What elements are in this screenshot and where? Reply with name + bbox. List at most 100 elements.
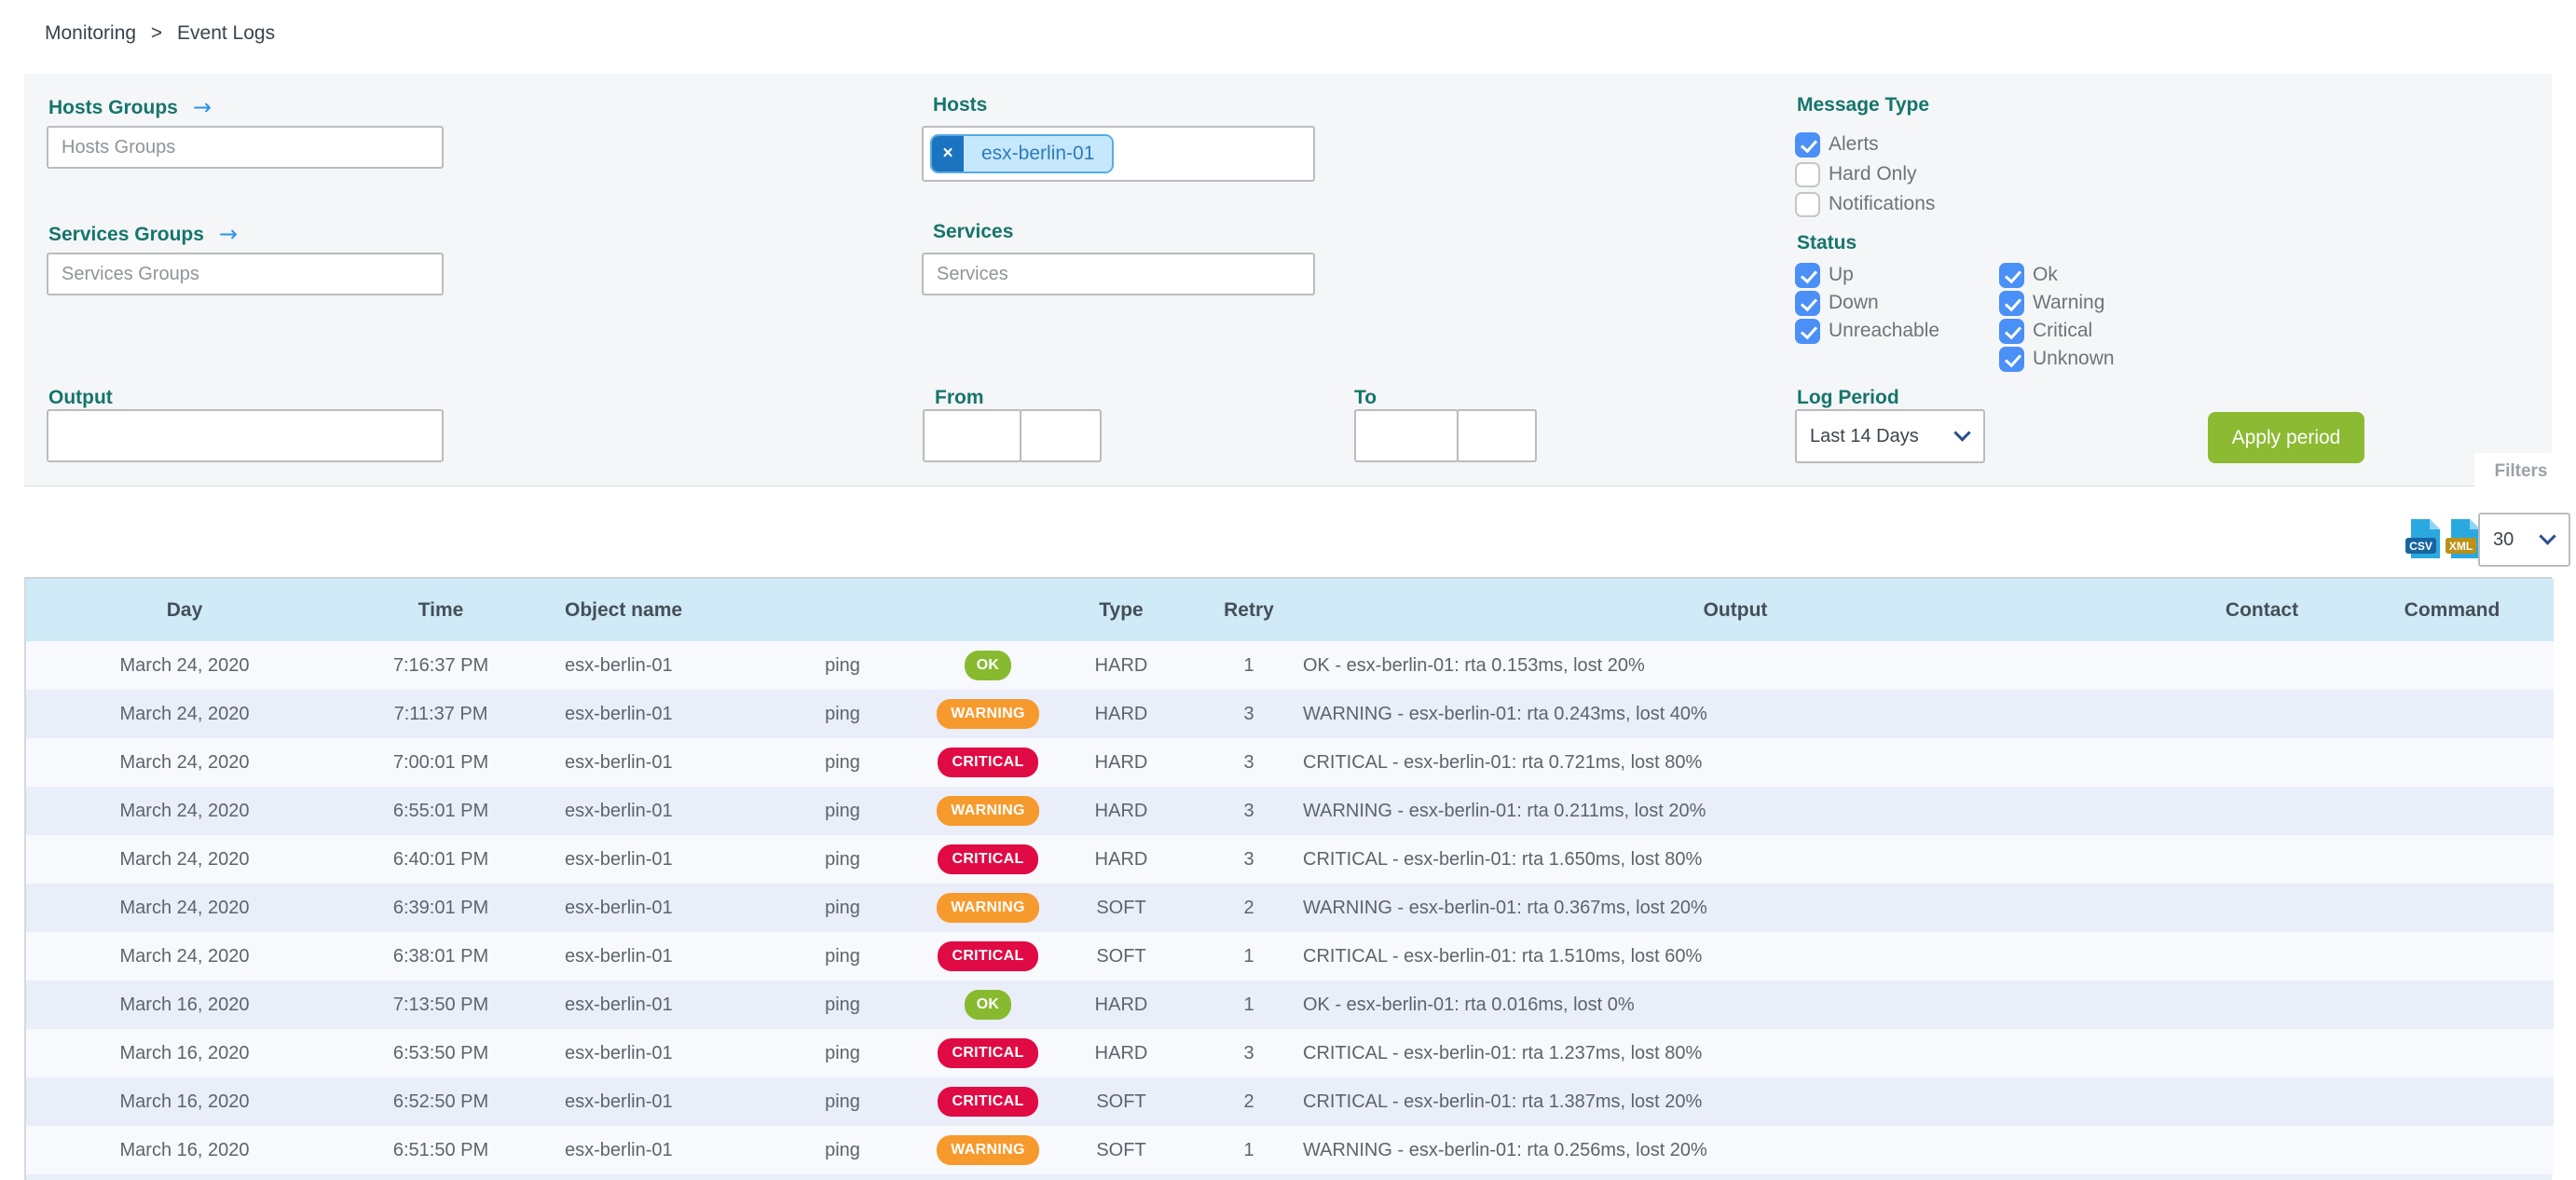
checkbox-critical-label: Critical	[2033, 320, 2093, 341]
cell-time: 6:39:01 PM	[392, 897, 489, 918]
cell-time: 6:38:01 PM	[392, 945, 489, 967]
cell-output: WARNING - esx-berlin-01: rta 0.367ms, lo…	[1303, 897, 1707, 918]
col-header-command: Command	[2404, 598, 2501, 621]
col-header-day: Day	[166, 598, 203, 621]
host-tag: × esx-berlin-01	[930, 134, 1115, 173]
cell-output: OK - esx-berlin-01: rta 0.153ms, lost 20…	[1303, 654, 1645, 676]
cell-time: 6:52:50 PM	[392, 1091, 489, 1112]
breadcrumb-event-logs[interactable]: Event Logs	[177, 22, 276, 44]
status-badge: CRITICAL	[938, 844, 1038, 874]
checkbox-unknown[interactable]	[1999, 346, 2024, 372]
to-label: To	[1354, 387, 1377, 408]
checkbox-warning[interactable]	[1999, 290, 2024, 316]
cell-contact	[2173, 738, 2350, 787]
services-input[interactable]	[922, 253, 1315, 295]
cell-time: 6:51:50 PM	[392, 1139, 489, 1160]
arrow-right-icon[interactable]: →	[218, 221, 239, 247]
checkbox-notifications[interactable]	[1795, 191, 1820, 217]
cell-command	[2350, 981, 2554, 1029]
apply-period-button[interactable]: Apply period	[2208, 412, 2364, 463]
hosts-groups-input[interactable]	[47, 126, 444, 169]
checkbox-hard-only[interactable]	[1795, 161, 1820, 187]
cell-object-name: esx-berlin-01	[565, 1042, 673, 1063]
cell-contact	[2173, 981, 2350, 1029]
cell-type: HARD	[1094, 703, 1148, 724]
from-date-input[interactable]	[923, 409, 1021, 462]
cell-service: ping	[825, 848, 860, 870]
cell-day: March 24, 2020	[119, 945, 250, 967]
cell-output: WARNING - esx-berlin-01: rta 0.211ms, lo…	[1303, 800, 1706, 821]
cell-object-name: esx-berlin-01	[565, 800, 673, 821]
cell-retry: 1	[1243, 654, 1254, 676]
cell-contact	[2173, 884, 2350, 932]
cell-command	[2350, 787, 2554, 835]
table-row: March 24, 2020 6:55:01 PM esx-berlin-01 …	[26, 787, 2554, 835]
cell-status: CRITICAL	[934, 1029, 1042, 1077]
cell-output: WARNING - esx-berlin-01: rta 0.243ms, lo…	[1303, 703, 1707, 724]
to-time-input[interactable]	[1457, 409, 1537, 462]
services-label: Services	[933, 221, 1014, 242]
from-time-input[interactable]	[1020, 409, 1102, 462]
status-label: Status	[1797, 232, 1857, 254]
status-badge: WARNING	[937, 796, 1039, 826]
cell-object-name: esx-berlin-01	[565, 751, 673, 773]
checkbox-notifications-label: Notifications	[1829, 193, 1936, 214]
hosts-input[interactable]: × esx-berlin-01	[922, 126, 1315, 182]
cell-status: OK	[934, 981, 1042, 1029]
cell-type: HARD	[1094, 994, 1148, 1015]
filter-panel: Hosts Groups→ Hosts × esx-berlin-01 Serv…	[24, 74, 2568, 489]
log-period-select[interactable]: Last 14 Days	[1797, 411, 1983, 461]
table-row: March 24, 2020 6:40:01 PM esx-berlin-01 …	[26, 835, 2554, 884]
arrow-right-icon[interactable]: →	[192, 94, 212, 120]
page-size-select[interactable]: 30	[2480, 515, 2569, 565]
checkbox-critical[interactable]	[1999, 318, 2024, 344]
cell-retry: 1	[1243, 945, 1254, 967]
remove-tag-icon[interactable]: ×	[932, 136, 964, 172]
status-badge: CRITICAL	[938, 748, 1038, 777]
filters-tab[interactable]: Filters	[2474, 453, 2568, 489]
cell-status: CRITICAL	[934, 738, 1042, 787]
status-badge: CRITICAL	[938, 941, 1038, 971]
checkbox-up[interactable]	[1795, 262, 1820, 288]
checkbox-alerts[interactable]	[1795, 131, 1820, 158]
table-row: March 16, 2020 6:53:50 PM esx-berlin-01 …	[26, 1029, 2554, 1077]
cell-contact	[2173, 932, 2350, 981]
cell-service: ping	[825, 1091, 860, 1112]
cell-contact	[2173, 835, 2350, 884]
table-row: March 24, 2020 7:00:01 PM esx-berlin-01 …	[26, 738, 2554, 787]
cell-object-name: esx-berlin-01	[565, 1091, 673, 1112]
checkbox-unreachable[interactable]	[1795, 318, 1820, 344]
checkbox-down[interactable]	[1795, 290, 1820, 316]
checkbox-unknown-label: Unknown	[2033, 348, 2115, 369]
to-date-input[interactable]	[1354, 409, 1459, 462]
cell-object-name: esx-berlin-01	[565, 1139, 673, 1160]
cell-retry: 3	[1243, 800, 1254, 821]
breadcrumb-monitoring[interactable]: Monitoring	[45, 22, 137, 44]
cell-day: March 16, 2020	[119, 994, 250, 1015]
output-input[interactable]	[47, 409, 444, 462]
export-xml-icon[interactable]: XML	[2445, 518, 2482, 564]
cell-retry: 3	[1243, 751, 1254, 773]
cell-time: 7:11:37 PM	[393, 703, 488, 724]
checkbox-ok[interactable]	[1999, 262, 2024, 288]
col-header-output: Output	[1703, 598, 1768, 621]
cell-service: ping	[825, 800, 860, 821]
export-csv-icon[interactable]: CSV	[2405, 518, 2442, 564]
cell-type: HARD	[1094, 1042, 1148, 1063]
cell-status: WARNING	[934, 787, 1042, 835]
cell-type: HARD	[1094, 848, 1148, 870]
cell-time: 6:40:01 PM	[392, 848, 489, 870]
cell-service: ping	[825, 945, 860, 967]
cell-service: ping	[825, 897, 860, 918]
cell-status: WARNING	[934, 884, 1042, 932]
status-badge: CRITICAL	[938, 1087, 1038, 1117]
event-table: Day Time Object name Type Retry Output C…	[24, 577, 2554, 1180]
col-header-object-name: Object name	[565, 598, 683, 621]
cell-service: ping	[825, 654, 860, 676]
services-groups-input[interactable]	[47, 253, 444, 295]
cell-object-name: esx-berlin-01	[565, 848, 673, 870]
cell-time: 7:00:01 PM	[392, 751, 489, 773]
cell-status: WARNING	[934, 1126, 1042, 1174]
col-header-time: Time	[418, 598, 464, 621]
